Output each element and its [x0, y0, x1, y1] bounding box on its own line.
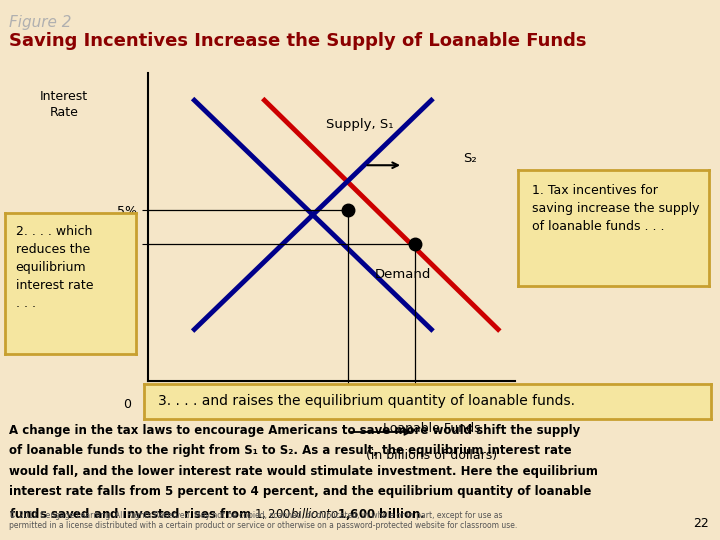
Text: 1. Tax incentives for
saving increase the supply
of loanable funds . . .: 1. Tax incentives for saving increase th…	[532, 184, 699, 233]
Text: 0: 0	[124, 398, 132, 411]
Text: (in billions of dollars): (in billions of dollars)	[366, 449, 497, 462]
Text: A change in the tax laws to encourage Americans to save more would shift the sup: A change in the tax laws to encourage Am…	[9, 424, 580, 437]
Text: would fall, and the lower interest rate would stimulate investment. Here the equ: would fall, and the lower interest rate …	[9, 465, 598, 478]
Text: Demand: Demand	[375, 268, 431, 281]
Text: Supply, S₁: Supply, S₁	[326, 118, 393, 131]
Text: Figure 2: Figure 2	[9, 15, 72, 30]
Text: S₂: S₂	[463, 152, 477, 165]
Text: of loanable funds to the right from S₁ to S₂. As a result, the equilibrium inter: of loanable funds to the right from S₁ t…	[9, 444, 572, 457]
Text: 22: 22	[693, 517, 709, 530]
Text: 2. . . . which
reduces the
equilibrium
interest rate
. . .: 2. . . . which reduces the equilibrium i…	[16, 225, 93, 309]
Text: interest rate falls from 5 percent to 4 percent, and the equilibrium quantity of: interest rate falls from 5 percent to 4 …	[9, 485, 592, 498]
Text: Saving Incentives Increase the Supply of Loanable Funds: Saving Incentives Increase the Supply of…	[9, 32, 587, 50]
Text: Interest
Rate: Interest Rate	[40, 90, 89, 119]
Text: Loanable Funds: Loanable Funds	[382, 422, 480, 435]
Text: 3. . . . and raises the equilibrium quantity of loanable funds.: 3. . . . and raises the equilibrium quan…	[158, 395, 575, 408]
Text: © 2011 Cengage Learning. All Rights Reserved. May not be copied, scanned, or dup: © 2011 Cengage Learning. All Rights Rese…	[9, 511, 518, 530]
Text: funds saved and invested rises from $1,200 billion to $1,600 billion.: funds saved and invested rises from $1,2…	[9, 506, 426, 522]
